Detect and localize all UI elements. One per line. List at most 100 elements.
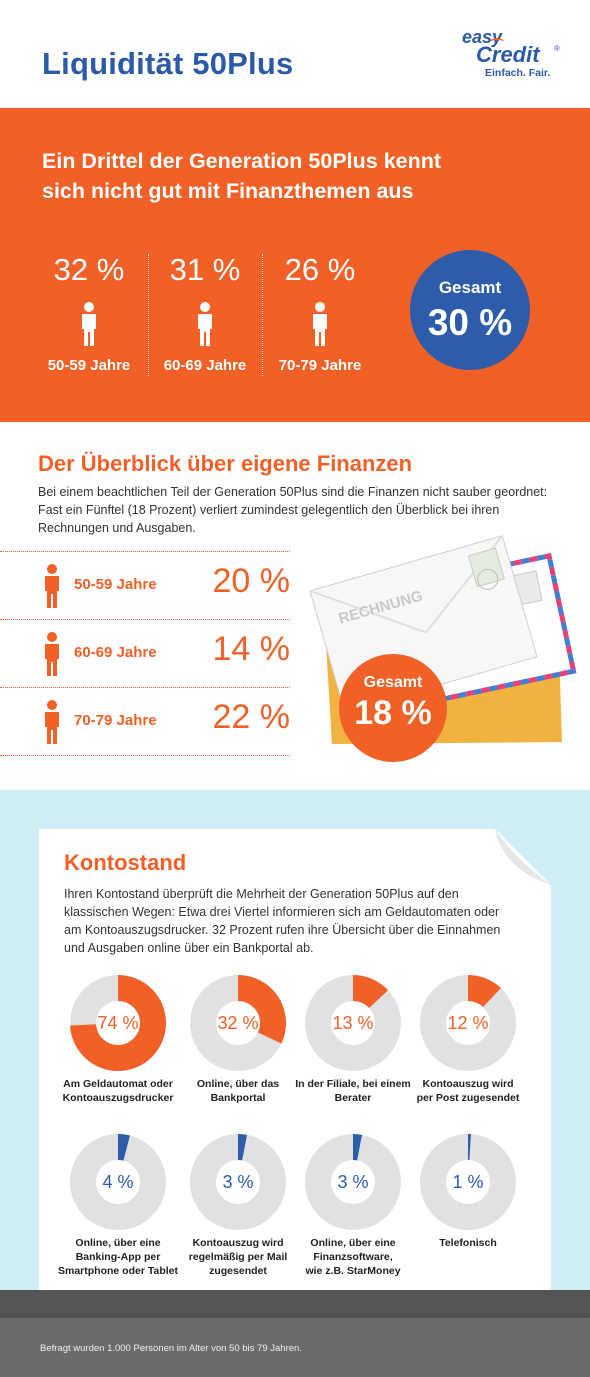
donut-slice <box>190 975 286 1071</box>
donut-chart <box>420 975 516 1071</box>
person-icon <box>198 302 212 346</box>
knowledge-section: Ein Drittel der Generation 50Plus kennt … <box>0 108 590 422</box>
kontostand-text: Ihren Kontostand überprüft die Mehrheit … <box>64 887 501 955</box>
donut-label-line: Online, über eine <box>310 1237 396 1249</box>
header: Liquidität 50Plus easy Credit ® Einfach.… <box>0 0 590 108</box>
donut-label: Online, über das Bankportal <box>173 1077 303 1105</box>
knowledge-group-label: 60-69 Jahre <box>163 357 247 374</box>
knowledge-heading: Ein Drittel der Generation 50Plus kennt … <box>42 146 522 206</box>
divider <box>148 254 149 376</box>
total-value: 18 % <box>354 694 432 732</box>
overview-row-label: 60-69 Jahre <box>74 644 157 661</box>
donut-value: 13 % <box>332 1013 374 1033</box>
kontostand-heading: Kontostand <box>64 850 187 875</box>
donut-label-line: wie z.B. StarMoney <box>305 1265 401 1277</box>
total-value: 30 % <box>427 302 513 343</box>
knowledge-group-pct: 31 % <box>169 252 241 287</box>
donut-slice <box>305 1134 401 1230</box>
knowledge-group-pct: 32 % <box>53 252 125 287</box>
overview-text: Bei einem beachtlichen Teil der Generati… <box>38 485 548 535</box>
knowledge-total-badge: Gesamt 30 % <box>410 250 530 370</box>
donut-label-line: Am Geldautomat oder <box>63 1078 173 1090</box>
donut-value: 3 % <box>337 1172 369 1192</box>
donut-slice <box>70 1134 166 1230</box>
overview-row-50-59: 50-59 Jahre 20 % <box>0 552 290 620</box>
donut-label: Kontoauszug wird regelmäßig per Mail zuges… <box>173 1236 303 1278</box>
total-label: Gesamt <box>438 278 502 297</box>
donut-label: Telefonisch <box>403 1236 533 1250</box>
donut-label-line: Telefonisch <box>439 1237 497 1249</box>
donut-label-line: regelmäßig per Mail <box>188 1251 288 1263</box>
donut-label-line: Bankportal <box>210 1092 266 1104</box>
brand-logo: easy Credit ® Einfach. Fair. <box>462 28 562 84</box>
overview-row-label: 50-59 Jahre <box>74 576 157 593</box>
donut-label-line: Online, über eine <box>75 1237 161 1249</box>
total-label: Gesamt <box>363 674 423 691</box>
overview-row-70-79: 70-79 Jahre 22 % <box>0 688 290 756</box>
person-icon <box>45 564 59 608</box>
donut-value: 3 % <box>222 1172 254 1192</box>
donut-label-line: Berater <box>334 1092 372 1104</box>
knowledge-group-50-59: 32 % 50-59 Jahre <box>30 252 148 380</box>
donut-chart <box>420 1134 516 1230</box>
page-title: Liquidität 50Plus <box>42 46 294 81</box>
donut-label: Kontoauszug wird per Post zugesendet <box>403 1077 533 1105</box>
donut-label-line: Finanzsoftware, <box>313 1251 393 1263</box>
donut-label-line: Online, über das <box>196 1078 280 1090</box>
donut-label-line: In der Filiale, bei einem <box>295 1078 411 1090</box>
footer-note: Befragt wurden 1.000 Personen im Alter v… <box>40 1343 302 1354</box>
donut-chart <box>190 1134 286 1230</box>
donut-label-line: Kontoauszug wird <box>422 1078 514 1090</box>
donut-value: 74 % <box>97 1013 139 1033</box>
donut-slice <box>305 975 401 1071</box>
donut-label: In der Filiale, bei einem Berater <box>288 1077 418 1105</box>
divider <box>262 254 263 376</box>
footer-band <box>0 1290 590 1318</box>
person-icon <box>45 632 59 676</box>
divider <box>0 551 290 552</box>
logo-tagline: Einfach. Fair. <box>485 67 551 79</box>
knowledge-group-pct: 26 % <box>284 252 356 287</box>
divider <box>0 619 290 620</box>
knowledge-group-label: 70-79 Jahre <box>278 357 362 374</box>
donut-chart <box>70 975 166 1071</box>
person-icon <box>82 302 96 346</box>
donut-label-line: per Post zugesendet <box>416 1092 520 1104</box>
donut-value: 12 % <box>447 1013 489 1033</box>
knowledge-heading-line1: Ein Drittel der Generation 50Plus kennt <box>42 149 442 173</box>
person-icon <box>45 700 59 744</box>
donut-chart <box>305 1134 401 1230</box>
donut-slice <box>420 975 516 1071</box>
donut-slice <box>70 975 166 1071</box>
donut-chart <box>70 1134 166 1230</box>
footer: Befragt wurden 1.000 Personen im Alter v… <box>0 1318 590 1377</box>
knowledge-group-label: 50-59 Jahre <box>47 357 131 374</box>
donut-slice <box>420 1134 516 1230</box>
donut-value: 32 % <box>217 1013 259 1033</box>
donut-label: Am Geldautomat oder Kontoauszugsdrucker <box>53 1077 183 1105</box>
overview-row-pct: 20 % <box>212 562 291 600</box>
overview-row-60-69: 60-69 Jahre 14 % <box>0 620 290 688</box>
logo-word-credit: Credit <box>476 42 540 67</box>
donut-label-line: Kontoauszug wird <box>192 1237 284 1249</box>
overview-row-pct: 14 % <box>212 630 291 668</box>
donut-value: 4 % <box>102 1172 134 1192</box>
knowledge-group-60-69: 31 % 60-69 Jahre <box>146 252 264 380</box>
donut-chart <box>305 975 401 1071</box>
donut-label-line: Banking-App per <box>75 1251 161 1263</box>
divider <box>0 687 290 688</box>
donut-label-line: Smartphone oder Tablet <box>58 1265 178 1277</box>
overview-row-pct: 22 % <box>212 698 291 736</box>
logo-smile-arc <box>490 38 504 46</box>
overview-total-badge: Gesamt 18 % <box>339 654 447 762</box>
divider <box>0 755 290 756</box>
person-icon <box>313 302 327 346</box>
overview-heading: Der Überblick über eigene Finanzen <box>38 451 413 476</box>
logo-registered-mark: ® <box>554 44 560 53</box>
overview-row-label: 70-79 Jahre <box>74 712 157 729</box>
donut-value: 1 % <box>452 1172 484 1192</box>
donut-chart <box>190 975 286 1071</box>
donut-label-line: Kontoauszugsdrucker <box>62 1092 174 1104</box>
knowledge-group-70-79: 26 % 70-79 Jahre <box>261 252 379 380</box>
donut-slice <box>190 1134 286 1230</box>
